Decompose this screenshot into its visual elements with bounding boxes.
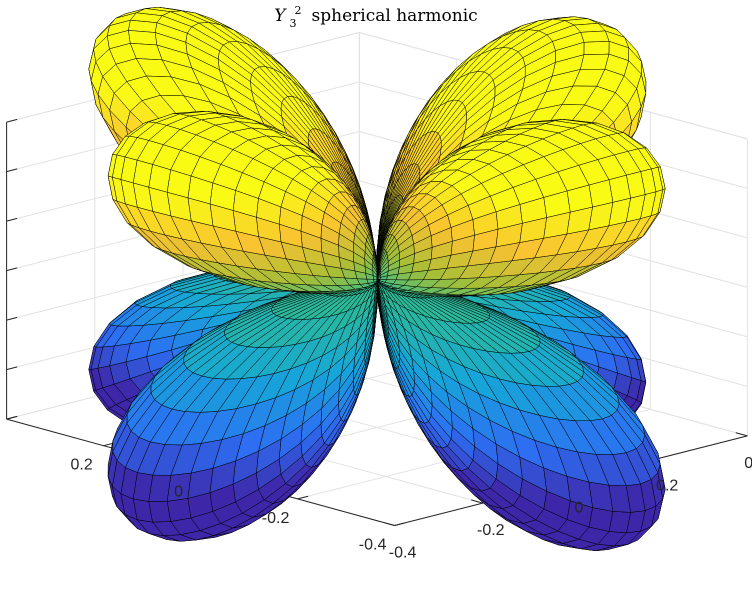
z-tick-mark <box>6 118 18 123</box>
surface-patch <box>128 30 158 46</box>
x-tick-mark <box>735 432 748 437</box>
z-tick-mark <box>6 168 18 173</box>
title-text: spherical harmonic <box>312 6 478 26</box>
title-superscript: 2 <box>295 4 302 17</box>
surface-patch <box>583 41 610 55</box>
z-tick-mark <box>6 366 18 371</box>
title-subscript: 3 <box>290 17 297 30</box>
z-tick-mark <box>6 415 18 420</box>
surface-patch <box>223 82 260 116</box>
chart-title: Y 3 2 spherical harmonic <box>274 1 477 31</box>
surface-patch <box>492 76 526 109</box>
surface-patch <box>580 30 610 43</box>
x-tick-mark <box>382 521 395 526</box>
surface-patch <box>519 409 557 448</box>
surface-patch <box>580 53 610 70</box>
harmonic-surface <box>88 6 666 552</box>
surface-patch <box>166 498 192 522</box>
surface-patch <box>221 403 257 440</box>
z-tick-mark <box>6 316 18 321</box>
y-tick-mark <box>394 522 406 526</box>
surface-patch <box>148 501 171 523</box>
surface-patch <box>588 507 614 532</box>
y-tick-mark <box>297 495 309 500</box>
z-tick-mark <box>6 217 18 222</box>
z-tick-mark <box>6 267 18 272</box>
x-tick-mark <box>471 499 483 504</box>
title-symbol: Y <box>274 6 287 26</box>
